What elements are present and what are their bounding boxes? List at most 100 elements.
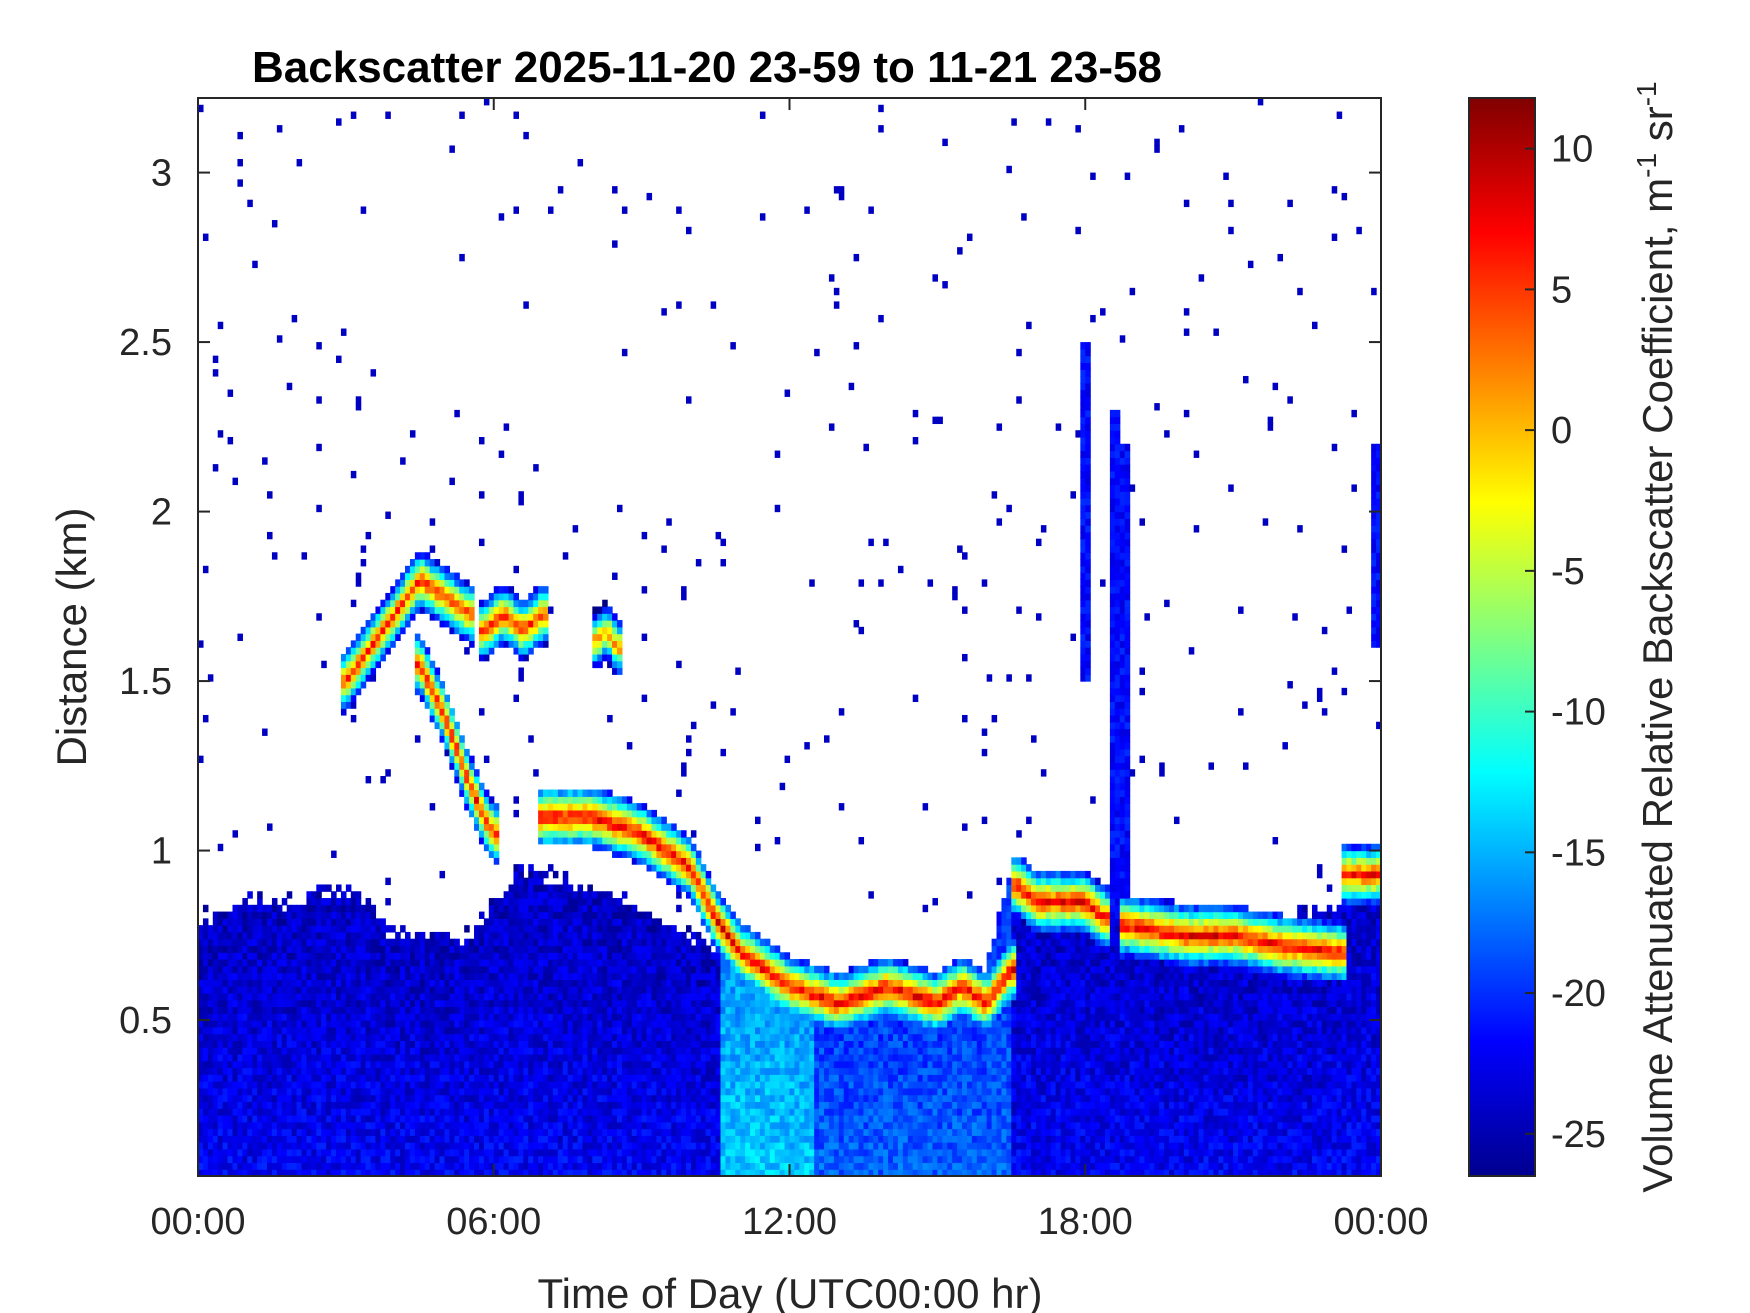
heatmap-cell <box>321 884 327 892</box>
heatmap-cell <box>232 1101 239 1109</box>
heatmap-cell <box>612 1053 618 1062</box>
heatmap-cell <box>646 938 653 947</box>
heatmap-cell <box>666 850 672 858</box>
heatmap-cell <box>286 1162 293 1170</box>
heatmap-cell <box>237 938 243 947</box>
heatmap-cell <box>631 952 638 960</box>
heatmap-cell <box>296 1020 303 1028</box>
heatmap-cell <box>488 959 495 967</box>
heatmap-cell <box>306 1162 312 1170</box>
heatmap-cell <box>424 999 431 1008</box>
heatmap-cell <box>498 1026 505 1035</box>
heatmap-cell <box>202 1101 209 1109</box>
heatmap-cell <box>478 538 485 547</box>
heatmap-cell <box>350 667 357 675</box>
heatmap-cell <box>414 592 421 601</box>
heatmap-cell <box>567 1006 574 1014</box>
heatmap-cell <box>336 355 342 364</box>
heatmap-cell <box>331 931 337 940</box>
heatmap-cell <box>528 1087 534 1096</box>
heatmap-cell <box>474 1169 480 1177</box>
heatmap-cell <box>257 938 263 947</box>
heatmap-cell <box>434 965 441 974</box>
heatmap-cell <box>557 789 564 797</box>
heatmap-cell <box>380 918 386 926</box>
heatmap-cell <box>562 972 569 980</box>
heatmap-cell <box>498 1033 505 1041</box>
heatmap-cell <box>557 931 564 940</box>
heatmap-cell <box>237 1081 243 1089</box>
heatmap-cell <box>400 599 406 608</box>
heatmap-cell <box>690 1135 697 1143</box>
heatmap-cell <box>547 979 554 987</box>
heatmap-cell <box>577 972 584 980</box>
heatmap-cell <box>400 606 406 614</box>
heatmap-cell <box>671 1020 677 1028</box>
heatmap-cell <box>434 1169 441 1177</box>
heatmap-cell <box>597 999 603 1008</box>
heatmap-cell <box>267 1067 273 1075</box>
heatmap-cell <box>419 599 426 608</box>
heatmap-cell <box>538 979 544 987</box>
heatmap-cell <box>474 1047 480 1055</box>
heatmap-cell <box>666 959 672 967</box>
heatmap-cell <box>646 857 653 865</box>
heatmap-cell <box>291 1128 298 1136</box>
heatmap-cell <box>656 925 662 933</box>
heatmap-cell <box>291 1162 298 1170</box>
heatmap-cell <box>439 620 446 628</box>
heatmap-cell <box>395 1074 401 1082</box>
heatmap-cell <box>493 992 500 1001</box>
heatmap-cell <box>336 952 342 960</box>
heatmap-cell <box>597 1148 603 1157</box>
heatmap-cell <box>321 1169 327 1177</box>
heatmap-cell <box>577 1060 584 1069</box>
heatmap-cell <box>533 633 539 641</box>
heatmap-cell <box>419 1101 426 1109</box>
heatmap-cell <box>276 904 283 913</box>
heatmap-cell <box>429 1101 436 1109</box>
heatmap-cell <box>217 1101 224 1109</box>
heatmap-cell <box>587 1087 593 1096</box>
heatmap-cell <box>676 1108 682 1116</box>
heatmap-cell <box>419 579 426 587</box>
heatmap-cell <box>454 762 460 770</box>
heatmap-cell <box>469 1101 475 1109</box>
heatmap-cell <box>498 1155 505 1164</box>
heatmap-cell <box>202 1128 209 1136</box>
heatmap-cell <box>518 1040 524 1048</box>
heatmap-cell <box>582 1067 588 1075</box>
heatmap-cell <box>316 898 322 906</box>
heatmap-cell <box>439 1040 446 1048</box>
heatmap-cell <box>316 1053 322 1062</box>
heatmap-cell <box>474 1033 480 1041</box>
heatmap-cell <box>626 742 633 750</box>
heatmap-cell <box>345 945 352 953</box>
heatmap-cell <box>217 1020 224 1028</box>
heatmap-cell <box>276 1006 283 1014</box>
heatmap-cell <box>271 979 278 987</box>
heatmap-cell <box>538 816 544 825</box>
heatmap-cell <box>395 633 401 641</box>
heatmap-cell <box>478 992 485 1001</box>
heatmap-cell <box>350 931 357 940</box>
heatmap-cell <box>414 687 421 696</box>
heatmap-cell <box>547 1121 554 1130</box>
heatmap-cell <box>429 1128 436 1136</box>
heatmap-cell <box>257 965 263 974</box>
heatmap-cell <box>434 931 441 940</box>
heatmap-cell <box>557 1013 564 1021</box>
heatmap-cell <box>291 925 298 933</box>
heatmap-cell <box>464 1087 470 1096</box>
heatmap-cell <box>602 1142 608 1150</box>
heatmap-cell <box>405 1094 411 1103</box>
heatmap-cell <box>375 931 381 940</box>
heatmap-cell <box>666 938 672 947</box>
heatmap-cell <box>503 1142 510 1150</box>
heatmap-cell <box>636 952 643 960</box>
heatmap-cell <box>424 1020 431 1028</box>
heatmap-cell <box>464 938 470 947</box>
heatmap-cell <box>498 1047 505 1055</box>
heatmap-cell <box>336 1006 342 1014</box>
heatmap-cell <box>577 1148 584 1157</box>
